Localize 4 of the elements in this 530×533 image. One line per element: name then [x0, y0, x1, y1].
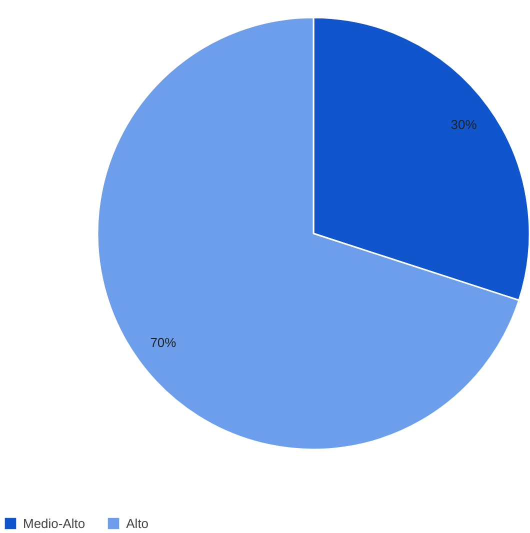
- data-label: 70%: [150, 335, 177, 350]
- data-label: 30%: [450, 116, 478, 132]
- legend-label: Medio-Alto: [23, 516, 86, 530]
- legend-label: Alto: [126, 516, 149, 530]
